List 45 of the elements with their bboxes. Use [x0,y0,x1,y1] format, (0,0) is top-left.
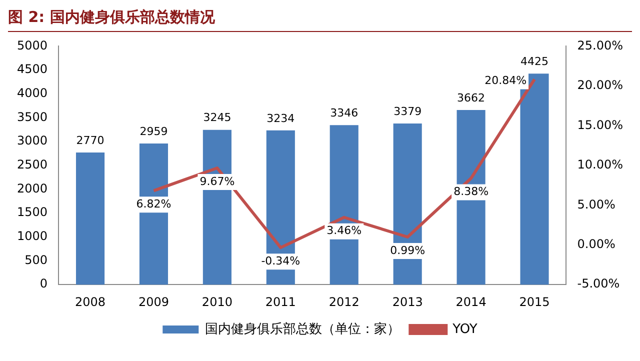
data-label: 3234 [266,112,295,125]
y2-tick-label: 5.00% [577,197,616,212]
y-tick-label: 3000 [16,134,48,148]
data-label: 3379 [394,104,422,118]
data-label: 20.84% [484,74,527,88]
x-tick-label: 2009 [138,294,170,309]
data-label: 0.99% [390,244,426,257]
legend-label: YOY [452,322,478,337]
y-tick-label: 4000 [16,86,48,100]
data-label: 2959 [140,124,168,138]
chart-title: 图 2: 国内健身俱乐部总数情况 [8,8,632,32]
y2-tick-label: 15.00% [577,118,624,132]
data-label: 4425 [520,54,549,68]
bar [76,152,105,285]
y-tick-label: 1500 [16,205,48,220]
data-label: -0.34% [261,254,300,268]
y-tick-label: 4500 [16,62,48,76]
x-tick-label: 2015 [519,294,550,309]
y-tick-label: 3500 [16,110,48,124]
legend-label: 国内健身俱乐部总数（单位：家） [205,320,400,337]
y2-tick-label: 0.00% [577,236,616,251]
x-tick-label: 2011 [265,294,296,309]
y2-tick-label: 25.00% [577,38,624,52]
y-tick-label: 1000 [16,229,48,244]
y2-tick-label: -5.00% [577,276,620,291]
x-tick-label: 2010 [202,294,232,309]
y2-tick-label: 20.00% [577,78,624,92]
y2-tick-label: 10.00% [577,158,624,172]
y-tick-label: 5000 [16,38,48,52]
y-tick-label: 2000 [16,181,48,196]
data-label: 8.38% [454,185,489,198]
data-label: 2770 [76,134,104,147]
x-tick-label: 2014 [456,294,486,309]
data-label: 3245 [203,111,232,124]
y-tick-label: 2500 [16,158,48,172]
y-tick-label: 500 [24,252,48,267]
x-tick-label: 2008 [74,294,106,309]
x-tick-label: 2012 [328,294,360,309]
data-label: 3662 [457,91,486,104]
x-tick-label: 2013 [392,294,423,309]
data-label: 6.82% [136,198,172,211]
data-label: 3346 [330,106,358,120]
data-label: 9.67% [200,174,235,188]
data-label: 3.46% [326,224,362,238]
y-tick-label: 0 [40,276,48,291]
